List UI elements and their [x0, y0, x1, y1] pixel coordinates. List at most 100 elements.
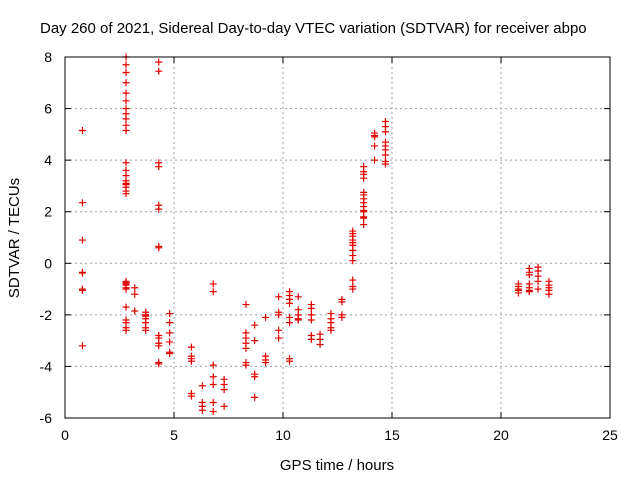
- x-tick-label: 10: [275, 427, 291, 443]
- data-point: [131, 284, 139, 292]
- data-point: [242, 361, 250, 369]
- data-point: [122, 159, 130, 167]
- data-point: [122, 126, 130, 134]
- data-point: [209, 380, 217, 388]
- data-point: [220, 386, 228, 394]
- x-axis-tick-labels: 0 5 10 15 20 25: [61, 427, 618, 443]
- data-point: [262, 359, 270, 367]
- data-point: [251, 373, 259, 381]
- data-point: [122, 68, 130, 76]
- data-point: [78, 199, 86, 207]
- y-tick-label: 0: [44, 255, 52, 271]
- data-point: [187, 343, 195, 351]
- data-point: [514, 289, 522, 297]
- data-point: [371, 142, 379, 150]
- y-tick-label: 4: [44, 152, 52, 168]
- data-point: [166, 329, 174, 337]
- data-point: [381, 128, 389, 136]
- data-point: [209, 280, 217, 288]
- data-point: [316, 341, 324, 349]
- data-point: [262, 313, 270, 321]
- data-point: [122, 179, 130, 187]
- data-point: [534, 285, 542, 293]
- x-tick-label: 0: [61, 427, 69, 443]
- grid: [65, 57, 610, 418]
- data-point: [166, 338, 174, 346]
- plot-frame: [64, 56, 611, 419]
- data-point: [371, 132, 379, 140]
- data-point: [242, 344, 250, 352]
- data-point: [371, 156, 379, 164]
- data-point: [166, 350, 174, 358]
- data-point: [307, 304, 315, 312]
- data-point: [155, 205, 163, 213]
- data-point: [155, 360, 163, 368]
- data-point: [381, 160, 389, 168]
- data-point: [131, 290, 139, 298]
- data-point: [78, 236, 86, 244]
- data-point: [78, 342, 86, 350]
- data-point: [155, 244, 163, 252]
- data-point: [155, 67, 163, 75]
- y-axis-tick-labels: -6 -4 -2 0 2 4 6 8: [40, 49, 53, 426]
- data-point: [122, 279, 130, 287]
- data-point: [122, 89, 130, 97]
- data-point: [78, 269, 86, 277]
- data-point: [155, 163, 163, 171]
- data-point: [142, 326, 150, 334]
- y-tick-label: 8: [44, 49, 52, 65]
- data-point: [338, 298, 346, 306]
- data-point: [122, 97, 130, 105]
- x-tick-label: 15: [384, 427, 400, 443]
- data-point: [294, 316, 302, 324]
- data-point: [122, 190, 130, 198]
- data-point: [122, 61, 130, 69]
- data-point: [251, 337, 259, 345]
- data-point: [166, 310, 174, 318]
- y-tick-label: 6: [44, 101, 52, 117]
- data-point: [242, 301, 250, 309]
- data-point: [198, 382, 206, 390]
- data-point: [142, 311, 150, 319]
- data-point: [251, 321, 259, 329]
- data-point: [275, 293, 283, 301]
- data-point: [525, 271, 533, 279]
- data-point: [286, 357, 294, 365]
- data-point: [360, 221, 368, 229]
- data-point: [275, 326, 283, 334]
- x-tick-label: 20: [493, 427, 509, 443]
- data-point: [275, 311, 283, 319]
- data-point: [220, 402, 228, 410]
- data-point: [338, 313, 346, 321]
- data-point: [209, 399, 217, 407]
- data-point: [525, 288, 533, 296]
- data-point: [122, 115, 130, 123]
- data-point: [251, 393, 259, 401]
- data-point: [349, 227, 357, 235]
- data-point: [166, 319, 174, 327]
- data-point: [360, 163, 368, 171]
- data-point: [360, 214, 368, 222]
- data-point: [209, 288, 217, 296]
- data-point: [122, 326, 130, 334]
- data-point: [78, 286, 86, 294]
- x-tick-label: 25: [602, 427, 618, 443]
- data-point: [198, 406, 206, 414]
- data-point: [187, 392, 195, 400]
- data-point: [381, 151, 389, 159]
- data-point: [307, 316, 315, 324]
- y-tick-label: -6: [40, 410, 53, 426]
- data-point: [307, 335, 315, 343]
- data-point: [122, 79, 130, 87]
- y-tick-label: -2: [40, 307, 53, 323]
- data-point: [349, 285, 357, 293]
- data-point: [155, 58, 163, 66]
- data-point: [360, 188, 368, 196]
- y-tick-label: -4: [40, 358, 53, 374]
- data-point: [209, 373, 217, 381]
- data-point: [327, 326, 335, 334]
- data-point: [209, 408, 217, 416]
- data-point: [545, 290, 553, 298]
- data-points: [78, 53, 553, 416]
